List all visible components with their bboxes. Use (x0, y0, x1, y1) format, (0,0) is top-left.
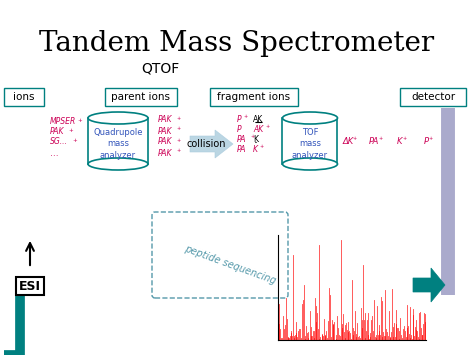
Ellipse shape (88, 158, 148, 170)
Text: P: P (423, 137, 428, 147)
Text: K: K (253, 135, 258, 143)
Text: ESI: ESI (19, 279, 41, 293)
Text: PA: PA (237, 135, 246, 143)
Text: +: + (403, 137, 407, 142)
Text: QTOF: QTOF (141, 62, 179, 76)
Text: PA: PA (237, 144, 246, 153)
Text: K: K (397, 137, 403, 147)
Ellipse shape (88, 112, 148, 124)
FancyBboxPatch shape (4, 88, 44, 106)
Text: ΔK: ΔK (342, 137, 354, 147)
Text: MPSER: MPSER (50, 118, 76, 126)
Text: +: + (176, 115, 180, 120)
Text: +: + (250, 135, 254, 140)
Bar (88, 118, 148, 164)
Text: +: + (243, 115, 247, 120)
Text: AK: AK (253, 125, 263, 133)
FancyBboxPatch shape (16, 277, 44, 295)
Ellipse shape (283, 158, 337, 170)
Polygon shape (413, 268, 445, 302)
FancyBboxPatch shape (400, 88, 466, 106)
Text: +: + (265, 125, 269, 130)
Text: PAK: PAK (158, 137, 173, 147)
Text: Tandem Mass Spectrometer: Tandem Mass Spectrometer (39, 30, 435, 57)
Text: +: + (353, 137, 357, 142)
Text: +: + (429, 137, 433, 142)
Text: +: + (77, 118, 82, 122)
Text: +: + (379, 137, 383, 142)
Text: detector: detector (411, 92, 455, 102)
Text: AK: AK (253, 115, 263, 124)
Text: peptide sequencing: peptide sequencing (183, 244, 277, 286)
Polygon shape (190, 130, 233, 158)
Text: parent ions: parent ions (111, 92, 171, 102)
Text: PA: PA (369, 137, 379, 147)
Bar (283, 118, 337, 164)
Text: collision: collision (187, 139, 226, 149)
Text: K: K (253, 144, 258, 153)
Text: +: + (176, 137, 180, 142)
Text: +: + (68, 127, 73, 132)
Text: TOF
mass
analyzer: TOF mass analyzer (292, 128, 328, 160)
Text: fragment ions: fragment ions (218, 92, 291, 102)
Text: +: + (259, 144, 263, 149)
Text: ions: ions (13, 92, 35, 102)
Text: Quadrupole
mass
analyzer: Quadrupole mass analyzer (93, 128, 143, 160)
FancyBboxPatch shape (210, 88, 298, 106)
Text: +: + (72, 137, 77, 142)
Text: +: + (176, 126, 180, 131)
FancyBboxPatch shape (105, 88, 177, 106)
Text: ...: ... (50, 149, 59, 158)
Text: PAK: PAK (158, 126, 173, 136)
Text: PAK: PAK (50, 127, 64, 137)
Text: +: + (176, 148, 180, 153)
Text: P: P (237, 125, 242, 133)
Text: PAK: PAK (158, 115, 173, 125)
Ellipse shape (283, 112, 337, 124)
Text: SG...: SG... (50, 137, 68, 147)
Text: PAK: PAK (158, 148, 173, 158)
Text: P: P (237, 115, 242, 124)
